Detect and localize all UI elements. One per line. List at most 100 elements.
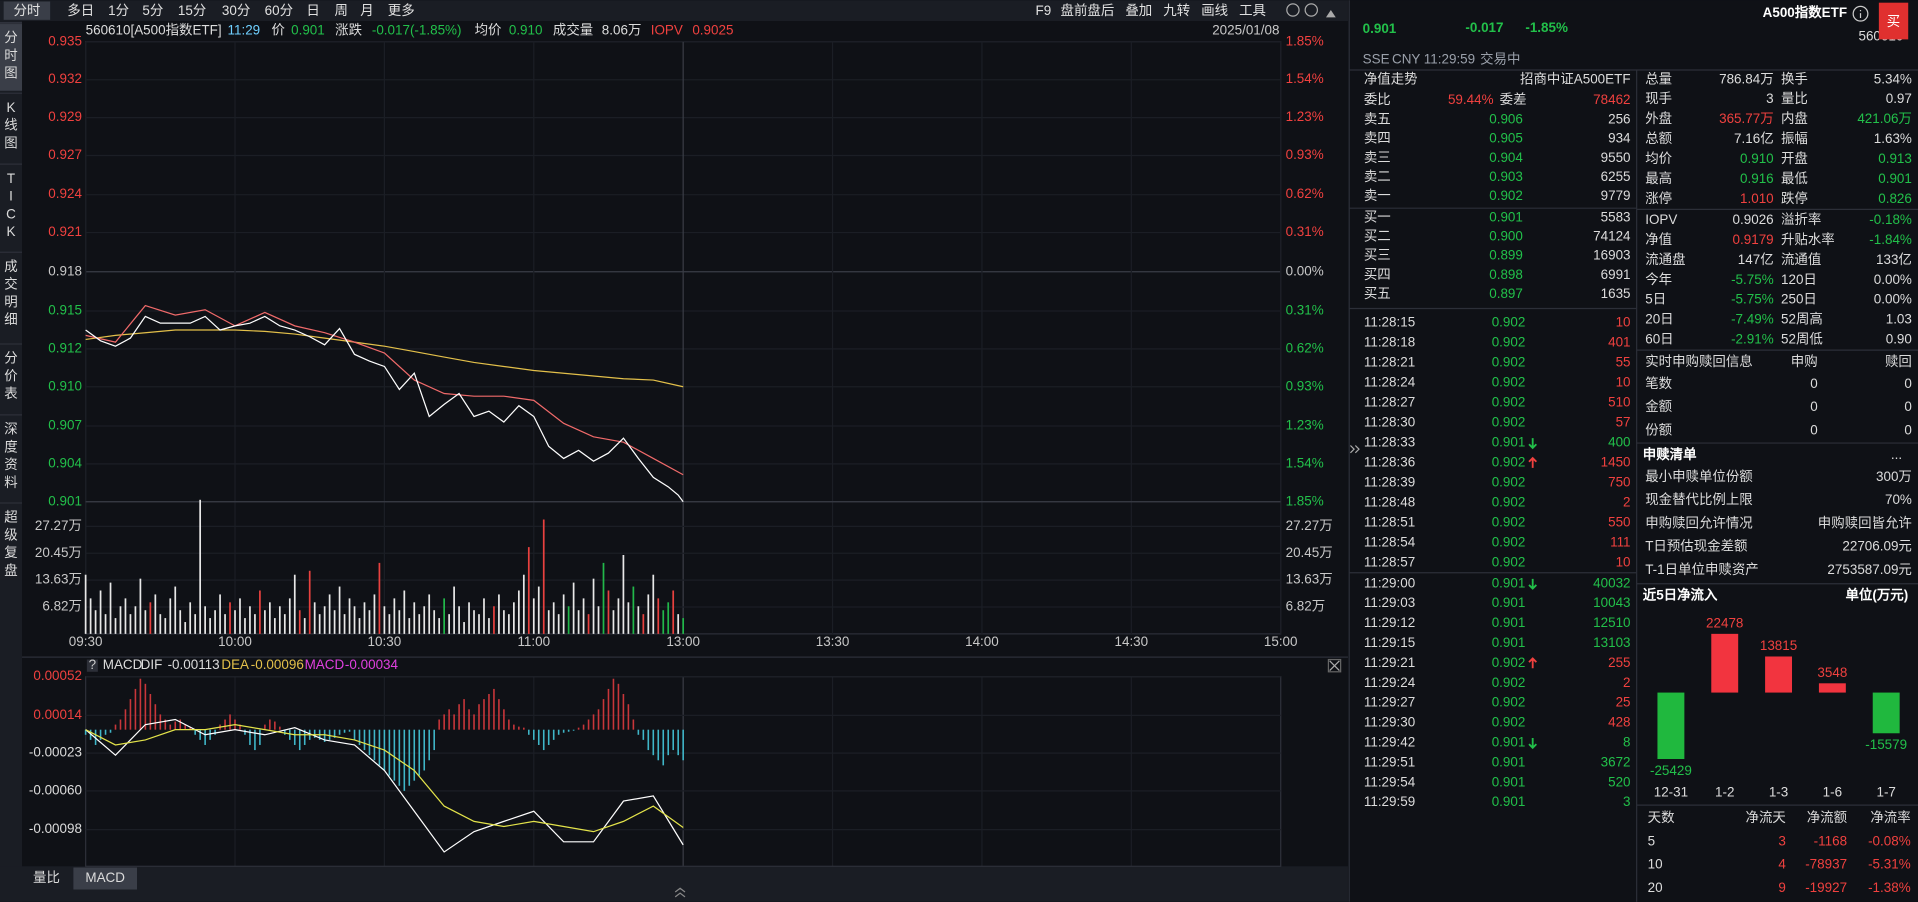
sidebar-tab[interactable]: K 线图 bbox=[4, 99, 17, 149]
buy-label[interactable]: 买 bbox=[1887, 14, 1900, 29]
trade-time: 11:29:54 bbox=[1364, 774, 1416, 789]
quote-name: A500指数ETF bbox=[1763, 4, 1847, 20]
table-header: 净流天 bbox=[1746, 810, 1786, 825]
y-tick-label: 0.904 bbox=[48, 455, 82, 470]
period-tab[interactable]: 日 bbox=[306, 3, 319, 18]
sidebar-tab[interactable]: 超级复盘 bbox=[4, 509, 18, 577]
trade-volume: 8 bbox=[1623, 734, 1630, 749]
trade-volume: 3672 bbox=[1601, 754, 1631, 769]
info-icon[interactable] bbox=[1852, 5, 1869, 22]
table-cell: 20 bbox=[1648, 880, 1663, 895]
volume-bar bbox=[503, 610, 505, 634]
quote-currency: CNY bbox=[1392, 52, 1420, 67]
volume-bar bbox=[328, 594, 331, 634]
trade-time: 11:28:33 bbox=[1364, 435, 1415, 450]
tool-button[interactable]: 叠加 bbox=[1125, 3, 1152, 18]
volume-bar bbox=[139, 578, 142, 634]
row-label: 最小申赎单位份额 bbox=[1645, 469, 1753, 484]
arrow-down bbox=[1528, 738, 1538, 750]
ob-volume: 5583 bbox=[1601, 210, 1631, 225]
volume-bar bbox=[149, 602, 152, 634]
sidebar-tab[interactable]: 分价表 bbox=[4, 350, 18, 400]
stat-label: 流通值 bbox=[1781, 252, 1821, 267]
help-box[interactable] bbox=[86, 659, 98, 672]
volume-bar bbox=[522, 574, 525, 634]
y-tick-label: 0.932 bbox=[48, 71, 82, 86]
close-icon[interactable] bbox=[1329, 660, 1340, 671]
macd-macd: -0.00034 bbox=[345, 657, 399, 672]
tool-button[interactable]: 九转 bbox=[1163, 3, 1190, 18]
row-value: 0 bbox=[1810, 422, 1817, 437]
volume-bar bbox=[483, 598, 485, 634]
x-tick-label: 1-3 bbox=[1769, 784, 1788, 799]
expand-icon[interactable] bbox=[674, 887, 686, 898]
tool-button[interactable]: 工具 bbox=[1239, 3, 1266, 18]
trade-time: 11:29:03 bbox=[1364, 595, 1415, 610]
ob-price: 0.900 bbox=[1489, 229, 1523, 244]
volume-bar bbox=[592, 578, 595, 634]
stat-label: 换手 bbox=[1781, 71, 1808, 86]
volume-bar bbox=[642, 614, 645, 634]
info-iopv-label: IOPV bbox=[651, 22, 683, 37]
period-tab[interactable]: 60分 bbox=[265, 3, 293, 18]
tool-button[interactable]: F9 bbox=[1036, 3, 1052, 18]
trade-time: 11:29:42 bbox=[1364, 734, 1415, 749]
bottom-tab[interactable]: 量比 bbox=[33, 870, 60, 885]
trade-volume: 25 bbox=[1616, 695, 1631, 710]
bottom-tab[interactable]: MACD bbox=[85, 870, 125, 885]
period-tab[interactable]: 30分 bbox=[222, 3, 250, 18]
volume-bar bbox=[358, 618, 361, 634]
period-tab[interactable]: 5分 bbox=[142, 3, 163, 18]
trade-time: 11:29:00 bbox=[1364, 575, 1415, 590]
trade-price: 0.901 bbox=[1492, 615, 1526, 630]
period-tab[interactable]: 15分 bbox=[178, 3, 206, 18]
stat-label: 净值 bbox=[1645, 232, 1672, 247]
info-code-name: 560610[A500指数ETF] bbox=[86, 22, 222, 37]
quote-time: 11:29:59 bbox=[1424, 52, 1475, 67]
collapse-icon[interactable] bbox=[1349, 445, 1360, 454]
table-cell: 10 bbox=[1648, 857, 1663, 872]
period-tab[interactable]: 分时 bbox=[13, 3, 40, 18]
settings-icon[interactable] bbox=[1286, 3, 1300, 17]
trade-time: 11:29:24 bbox=[1364, 675, 1416, 690]
sidebar-tab[interactable]: 成交明细 bbox=[4, 258, 17, 326]
macd-name: MACD bbox=[103, 657, 143, 672]
volume-bar bbox=[313, 602, 316, 634]
arrow-down bbox=[1528, 578, 1538, 590]
macd-macd-label: MACD bbox=[305, 657, 345, 672]
volume-bar bbox=[403, 590, 406, 634]
period-tab[interactable]: 月 bbox=[360, 3, 373, 18]
row-label: 金额 bbox=[1645, 399, 1672, 414]
value-label: 22478 bbox=[1706, 616, 1743, 631]
value-label: 3548 bbox=[1817, 665, 1847, 680]
sidebar-tab[interactable]: 分时图 bbox=[4, 30, 17, 80]
x-tick-label: 14:00 bbox=[965, 634, 999, 649]
trade-time: 11:29:27 bbox=[1364, 695, 1415, 710]
period-tab[interactable]: 多日 bbox=[67, 2, 94, 18]
y-tick-label: 13.63万 bbox=[35, 572, 82, 587]
trade-time: 11:28:51 bbox=[1364, 514, 1415, 529]
trade-price: 0.902 bbox=[1492, 315, 1526, 330]
period-tab[interactable]: 1分 bbox=[108, 3, 129, 18]
help-icon[interactable] bbox=[1304, 3, 1319, 17]
volume-bar bbox=[488, 618, 490, 634]
table-cell: 9 bbox=[1778, 880, 1785, 895]
buy-button[interactable] bbox=[1878, 2, 1909, 40]
tool-button[interactable]: 画线 bbox=[1201, 3, 1228, 18]
more-button[interactable]: ... bbox=[1891, 447, 1902, 462]
stat-label: 120日 bbox=[1781, 272, 1817, 287]
series-line bbox=[85, 315, 684, 503]
quote-exchange: SSE bbox=[1363, 52, 1390, 67]
volume-bar bbox=[194, 614, 197, 634]
period-tab[interactable]: 周 bbox=[335, 3, 348, 18]
period-tab[interactable]: 更多 bbox=[388, 2, 415, 18]
tool-button[interactable]: 盘前盘后 bbox=[1061, 2, 1115, 18]
close-box[interactable] bbox=[1327, 658, 1342, 673]
sidebar-tab[interactable]: 深度资料 bbox=[4, 421, 17, 489]
trade-price: 0.902 bbox=[1492, 455, 1526, 470]
volume-bar bbox=[293, 574, 296, 634]
quote-change: -0.017 bbox=[1465, 20, 1503, 35]
alert-icon[interactable] bbox=[1325, 10, 1336, 18]
